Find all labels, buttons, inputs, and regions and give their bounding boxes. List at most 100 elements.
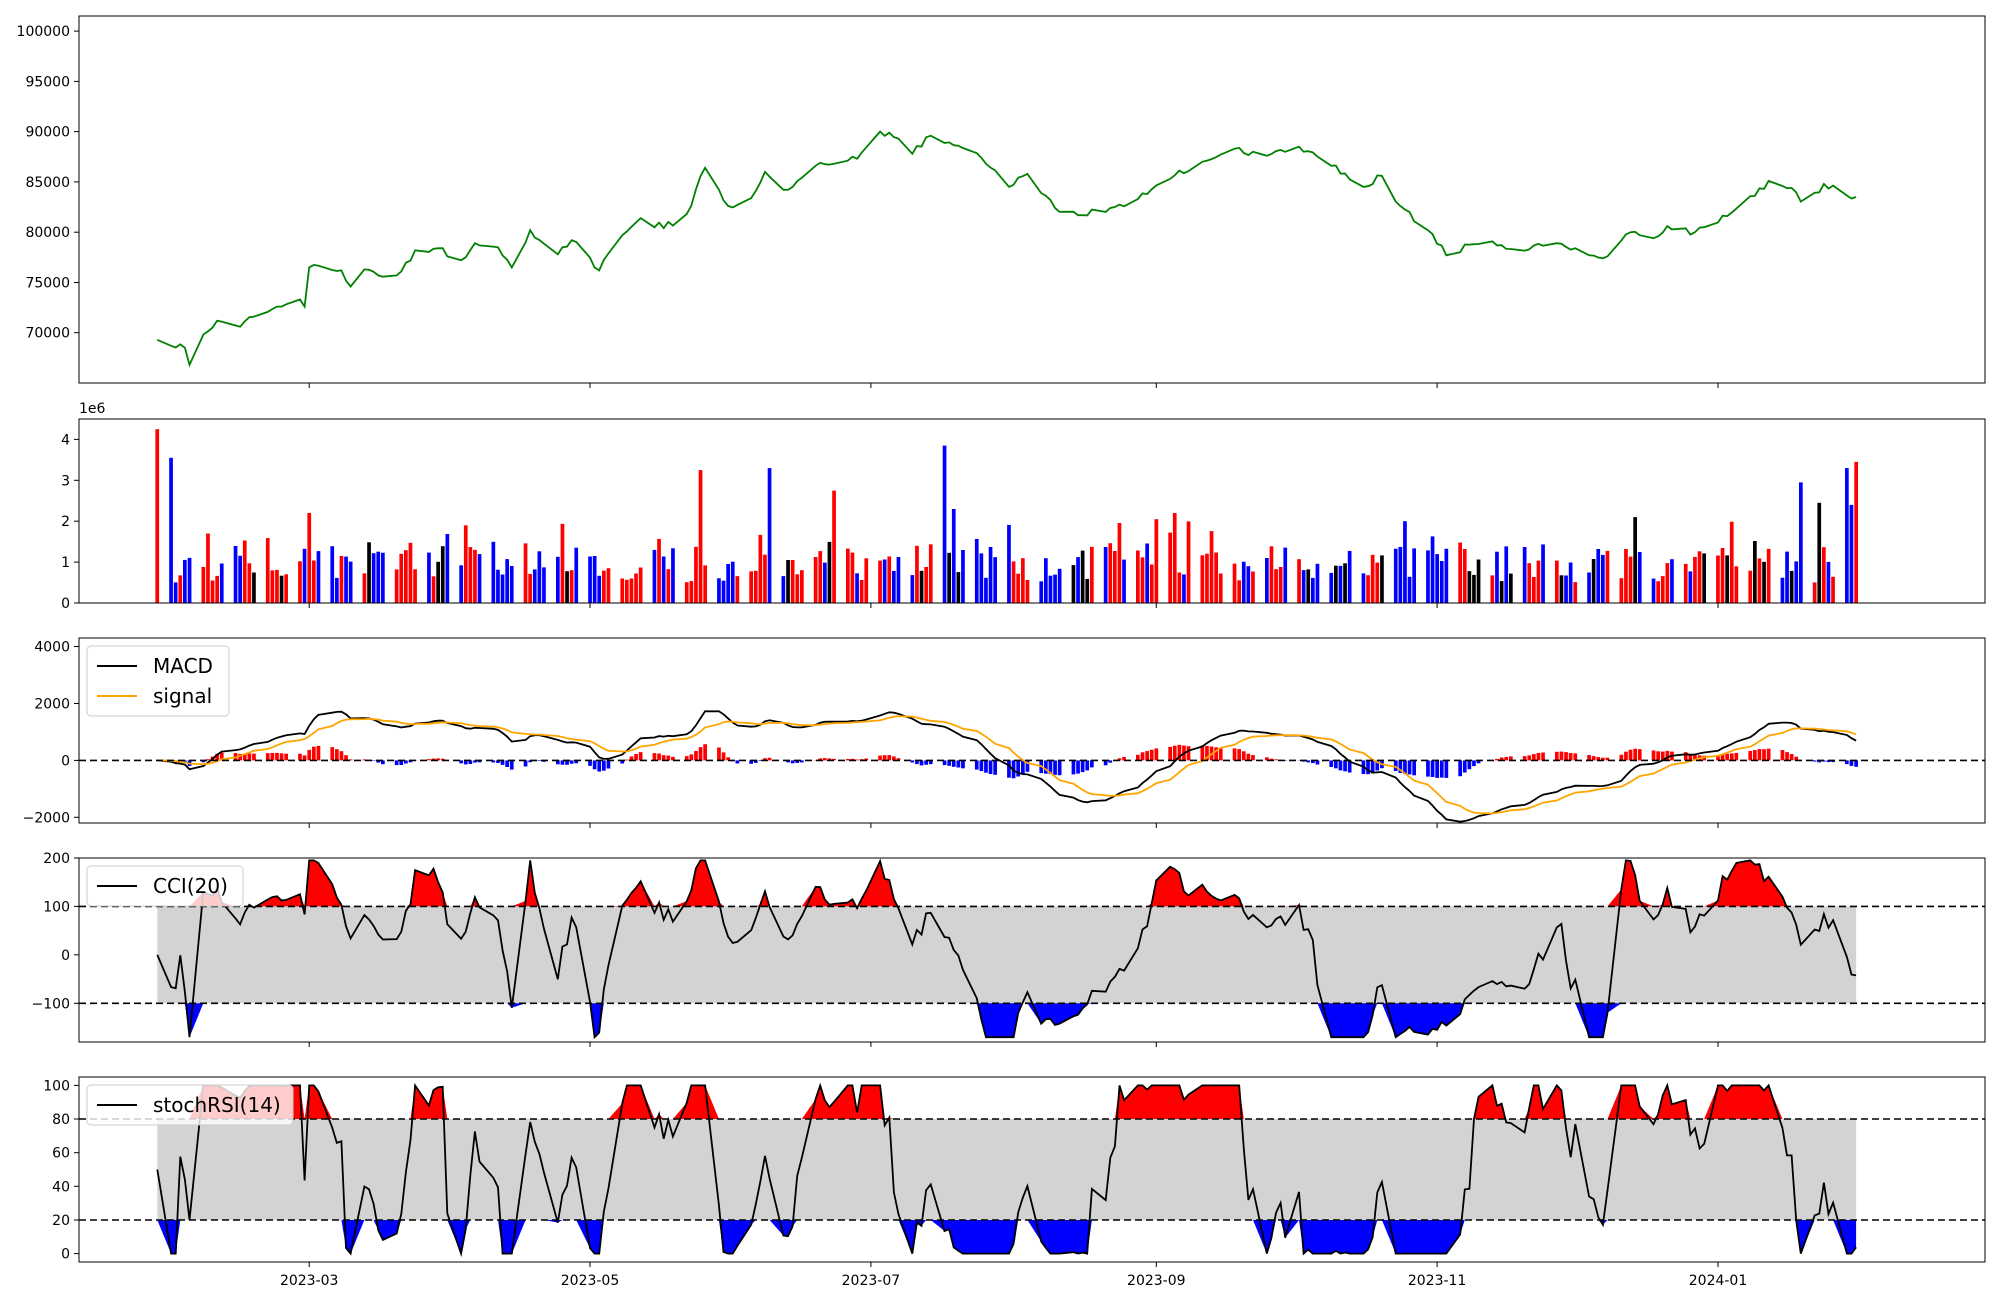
macd-histogram-bar xyxy=(279,753,284,761)
volume-bar xyxy=(846,548,850,603)
macd-histogram-bar xyxy=(661,755,666,761)
macd-histogram-bar xyxy=(523,760,528,767)
macd-histogram-bar xyxy=(528,760,532,763)
macd-histogram-bar xyxy=(219,752,224,761)
macd-histogram-bar xyxy=(988,760,993,774)
macd-histogram-bar xyxy=(509,760,514,770)
volume-bar xyxy=(1683,563,1688,603)
macd-histogram-bar xyxy=(537,760,542,761)
macd-histogram-bar xyxy=(1021,760,1025,775)
macd-histogram-bar xyxy=(855,759,859,761)
macd-histogram-bar xyxy=(850,758,855,761)
macd-histogram-bar xyxy=(698,747,703,761)
macd-histogram-bar xyxy=(1435,760,1439,778)
volume-bar xyxy=(1476,559,1481,603)
macd-histogram-bar xyxy=(1444,760,1449,778)
volume-bar xyxy=(1439,561,1444,603)
volume-bar xyxy=(1637,552,1642,603)
volume-bar xyxy=(786,560,790,603)
macd-histogram-bar xyxy=(556,760,560,765)
macd-histogram-bar xyxy=(339,751,344,761)
volume-bar xyxy=(1734,566,1739,603)
volume-bar xyxy=(1182,574,1186,603)
volume-bar xyxy=(344,556,348,603)
macd-histogram-bar xyxy=(427,759,431,761)
volume-bar xyxy=(1504,546,1509,603)
macd-histogram-bar xyxy=(910,760,915,763)
macd-histogram-bar xyxy=(1140,752,1145,761)
stochrsi-y-axis-tick-label: 60 xyxy=(52,1146,70,1162)
macd-histogram-bar xyxy=(1057,760,1062,776)
macd-histogram-bar xyxy=(1315,760,1320,765)
macd-histogram-bar xyxy=(1757,749,1762,761)
volume-bar xyxy=(427,552,431,603)
macd-histogram-bar xyxy=(440,758,445,761)
macd-histogram-bar xyxy=(721,752,726,761)
volume-bar xyxy=(1048,575,1053,603)
volume-bar xyxy=(1090,546,1094,603)
macd-histogram-bar xyxy=(620,760,625,764)
volume-bar xyxy=(1822,547,1826,603)
macd-histogram-bar xyxy=(1122,757,1126,761)
volume-bar xyxy=(1145,543,1149,603)
volume-bar xyxy=(928,544,933,603)
volume-bar xyxy=(265,538,270,603)
stochrsi-panel-frame xyxy=(78,1076,1986,1263)
macd-histogram-bar xyxy=(1274,759,1278,761)
macd-histogram-bar xyxy=(1311,760,1315,764)
volume-bar xyxy=(1347,550,1352,603)
macd-histogram-bar xyxy=(671,756,675,761)
macd-histogram-bar xyxy=(625,759,629,761)
macd-histogram-bar xyxy=(1854,760,1858,767)
macd-histogram-bar xyxy=(1688,754,1693,761)
stochrsi-oversold-fill xyxy=(157,1220,1857,1254)
macd-histogram-bar xyxy=(1407,760,1412,775)
macd-histogram-bar xyxy=(1366,760,1370,775)
macd-histogram-bar xyxy=(206,759,210,761)
macd-histogram-bar xyxy=(942,760,947,766)
macd-histogram-bar xyxy=(979,760,984,772)
volume-bar xyxy=(666,569,671,603)
macd-histogram-bar xyxy=(629,756,634,761)
macd-histogram-bar xyxy=(1007,760,1011,778)
macd-histogram-bar xyxy=(574,760,579,764)
volume-bar xyxy=(763,554,767,603)
macd-histogram-bar xyxy=(1329,760,1334,767)
macd-histogram-bar xyxy=(1237,749,1241,761)
volume-bar xyxy=(1334,565,1338,603)
volume-bar xyxy=(1564,575,1568,603)
volume-bar xyxy=(1495,551,1499,603)
volume-bar xyxy=(1172,513,1177,603)
volume-bar xyxy=(1186,521,1191,603)
volume-bar xyxy=(1403,521,1407,603)
macd-histogram-bar xyxy=(376,760,381,763)
macd-histogram-bar xyxy=(1016,760,1020,777)
macd-histogram-bar xyxy=(1831,760,1835,763)
volume-bar xyxy=(173,582,178,603)
legend-box xyxy=(86,645,230,717)
stochrsi-y-axis-tick-label: 0 xyxy=(61,1247,70,1263)
volume-bar xyxy=(381,552,385,603)
volume-bar xyxy=(961,550,965,603)
volume-bar xyxy=(215,575,219,603)
macd-histogram-bar xyxy=(1053,760,1057,775)
macd-histogram-bar xyxy=(592,760,597,770)
volume-bar xyxy=(1670,559,1674,603)
macd-histogram-bar xyxy=(431,758,436,761)
volume-bar xyxy=(1591,559,1596,603)
macd-histogram-bar xyxy=(569,760,574,764)
volume-bar xyxy=(1693,556,1697,603)
volume-bar xyxy=(638,567,643,603)
macd-histogram-bar xyxy=(1439,760,1444,778)
macd-histogram-bar xyxy=(1794,756,1799,761)
volume-bar xyxy=(404,550,408,603)
volume-bar xyxy=(1306,569,1311,603)
volume-bar xyxy=(445,534,450,603)
volume-bar xyxy=(1011,561,1016,603)
volume-bar xyxy=(896,557,901,603)
macd-histogram-bar xyxy=(974,760,979,770)
macd-histogram-bar xyxy=(1527,755,1532,761)
macd-histogram-bar xyxy=(1785,752,1789,761)
volume-bar xyxy=(473,549,477,603)
macd-histogram-bar xyxy=(1587,755,1591,761)
